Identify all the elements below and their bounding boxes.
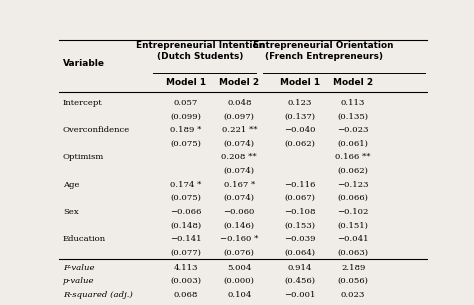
- Text: 4.113: 4.113: [174, 264, 198, 272]
- Text: 0.057: 0.057: [174, 99, 198, 107]
- Text: Age: Age: [63, 181, 80, 188]
- Text: Model 2: Model 2: [333, 78, 373, 87]
- Text: Intercept: Intercept: [63, 99, 103, 107]
- Text: Model 2: Model 2: [219, 78, 259, 87]
- Text: (0.151): (0.151): [337, 221, 369, 229]
- Text: (0.076): (0.076): [224, 249, 255, 257]
- Text: 0.123: 0.123: [288, 99, 312, 107]
- Text: −0.102: −0.102: [337, 208, 369, 216]
- Text: (0.099): (0.099): [171, 113, 201, 120]
- Text: 5.004: 5.004: [227, 264, 251, 272]
- Text: 0.068: 0.068: [174, 291, 198, 299]
- Text: 0.023: 0.023: [341, 291, 365, 299]
- Text: −0.001: −0.001: [284, 291, 316, 299]
- Text: −0.039: −0.039: [284, 235, 316, 243]
- Text: 0.208 **: 0.208 **: [221, 153, 257, 161]
- Text: (0.062): (0.062): [284, 140, 315, 148]
- Text: (0.067): (0.067): [284, 194, 315, 202]
- Text: Entrepreneurial Orientation
(French Entrepreneurs): Entrepreneurial Orientation (French Entr…: [254, 41, 394, 61]
- Text: (0.097): (0.097): [224, 113, 255, 120]
- Text: −0.116: −0.116: [284, 181, 316, 188]
- Text: (0.077): (0.077): [171, 249, 201, 257]
- Text: (0.146): (0.146): [224, 221, 255, 229]
- Text: (0.148): (0.148): [170, 221, 201, 229]
- Text: −0.108: −0.108: [284, 208, 316, 216]
- Text: 0.167 *: 0.167 *: [224, 181, 255, 188]
- Text: (0.062): (0.062): [337, 167, 369, 175]
- Text: 0.113: 0.113: [341, 99, 365, 107]
- Text: −0.040: −0.040: [284, 126, 316, 134]
- Text: −0.123: −0.123: [337, 181, 369, 188]
- Text: −0.060: −0.060: [224, 208, 255, 216]
- Text: (0.137): (0.137): [284, 113, 315, 120]
- Text: p-value: p-value: [63, 277, 94, 285]
- Text: 0.221 **: 0.221 **: [221, 126, 257, 134]
- Text: Entrepreneurial Intention
(Dutch Students): Entrepreneurial Intention (Dutch Student…: [136, 41, 265, 61]
- Text: −0.041: −0.041: [337, 235, 369, 243]
- Text: (0.063): (0.063): [337, 249, 369, 257]
- Text: 0.048: 0.048: [227, 99, 252, 107]
- Text: (0.066): (0.066): [337, 194, 369, 202]
- Text: Model 1: Model 1: [280, 78, 320, 87]
- Text: (0.075): (0.075): [171, 140, 201, 148]
- Text: (0.075): (0.075): [171, 194, 201, 202]
- Text: 0.104: 0.104: [227, 291, 251, 299]
- Text: Sex: Sex: [63, 208, 79, 216]
- Text: Education: Education: [63, 235, 106, 243]
- Text: 0.174 *: 0.174 *: [170, 181, 201, 188]
- Text: (0.056): (0.056): [337, 277, 369, 285]
- Text: −0.141: −0.141: [170, 235, 202, 243]
- Text: Overconfidence: Overconfidence: [63, 126, 130, 134]
- Text: −0.066: −0.066: [170, 208, 201, 216]
- Text: (0.135): (0.135): [337, 113, 369, 120]
- Text: F-value: F-value: [63, 264, 94, 272]
- Text: Optimism: Optimism: [63, 153, 104, 161]
- Text: −0.160 *: −0.160 *: [220, 235, 258, 243]
- Text: 0.166 **: 0.166 **: [336, 153, 371, 161]
- Text: (0.000): (0.000): [224, 277, 255, 285]
- Text: Model 1: Model 1: [166, 78, 206, 87]
- Text: (0.074): (0.074): [224, 140, 255, 148]
- Text: (0.074): (0.074): [224, 194, 255, 202]
- Text: −0.023: −0.023: [337, 126, 369, 134]
- Text: (0.064): (0.064): [284, 249, 315, 257]
- Text: 0.189 *: 0.189 *: [170, 126, 201, 134]
- Text: R-squared (adj.): R-squared (adj.): [63, 291, 133, 299]
- Text: (0.003): (0.003): [171, 277, 201, 285]
- Text: Variable: Variable: [63, 59, 105, 68]
- Text: (0.074): (0.074): [224, 167, 255, 175]
- Text: (0.153): (0.153): [284, 221, 315, 229]
- Text: 0.914: 0.914: [288, 264, 312, 272]
- Text: (0.456): (0.456): [284, 277, 315, 285]
- Text: (0.061): (0.061): [337, 140, 369, 148]
- Text: 2.189: 2.189: [341, 264, 365, 272]
